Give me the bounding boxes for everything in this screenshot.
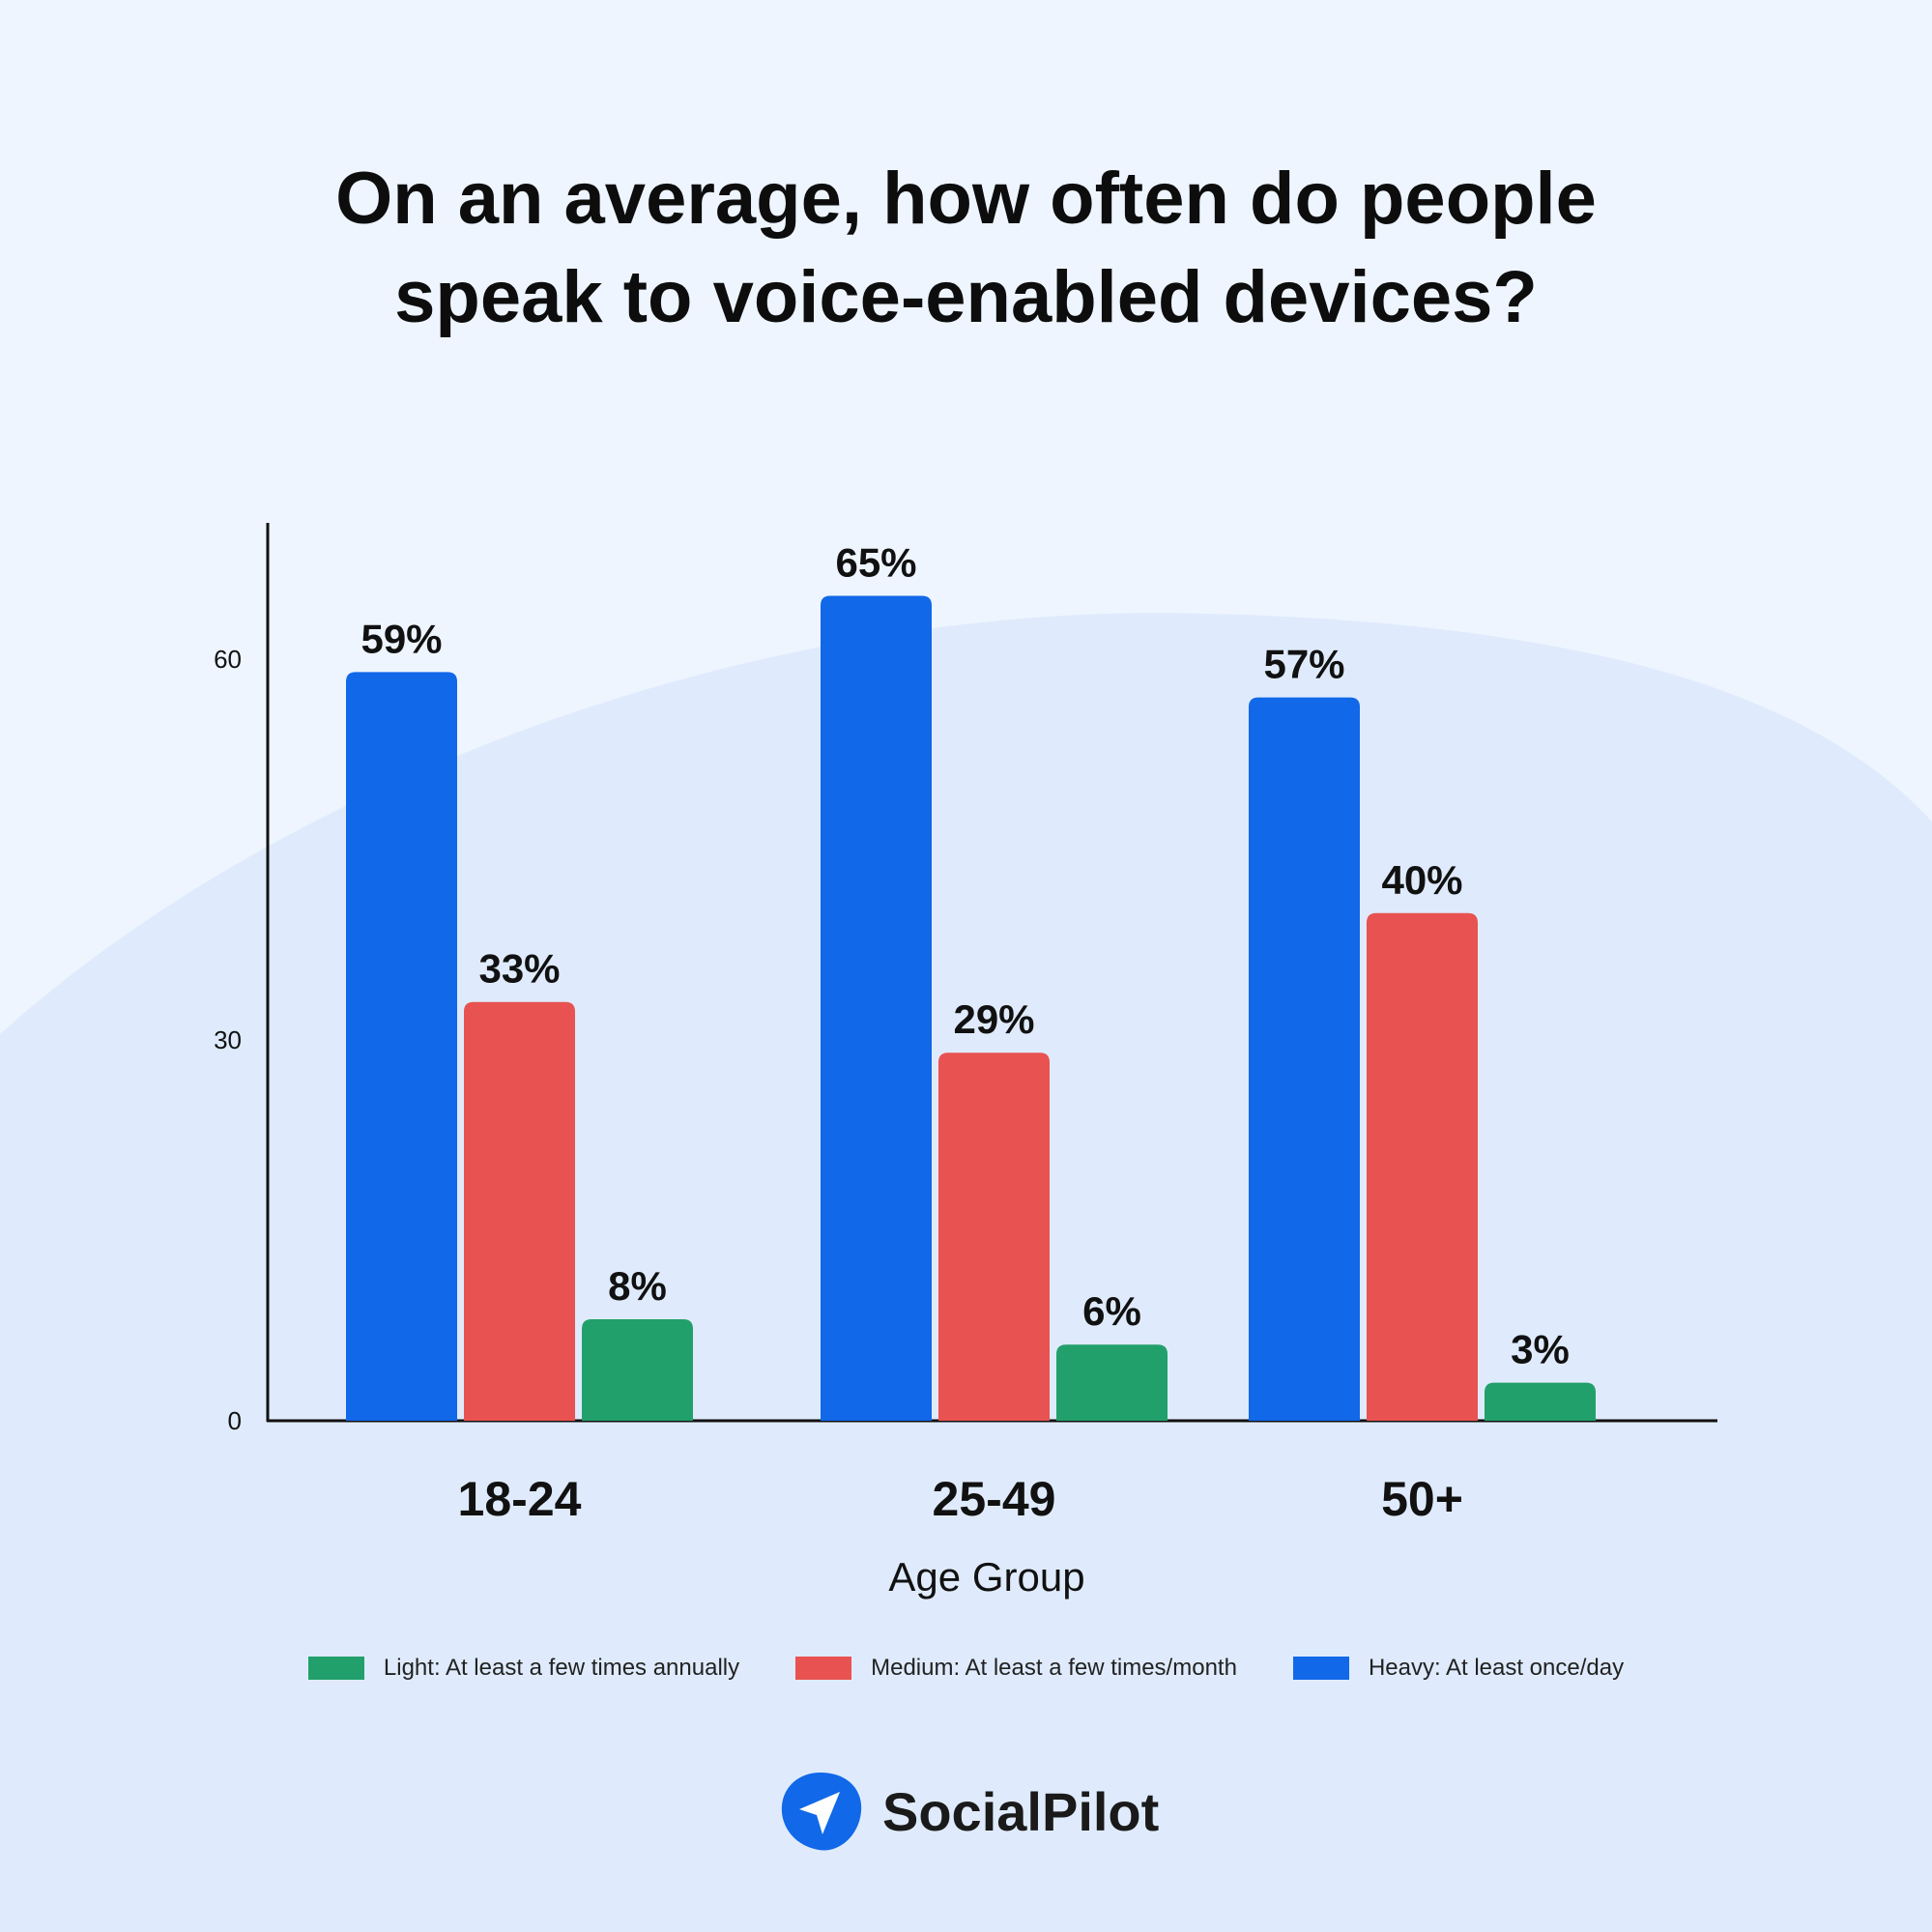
x-tick-label: 18-24: [458, 1472, 582, 1526]
data-label: 29%: [953, 996, 1034, 1042]
data-label: 6%: [1082, 1288, 1141, 1334]
y-tick-label: 30: [214, 1025, 242, 1054]
legend: Light: At least a few times annually Medi…: [0, 1655, 1932, 1682]
data-label: 57%: [1263, 642, 1344, 687]
bar: [1056, 1344, 1168, 1421]
legend-item: Medium: At least a few times/month: [795, 1655, 1237, 1682]
x-tick-label: 25-49: [933, 1472, 1056, 1526]
bar: [1249, 697, 1360, 1421]
legend-swatch: [307, 1657, 364, 1680]
data-label: 8%: [608, 1263, 667, 1309]
paper-plane-logo-icon: [781, 1773, 862, 1851]
legend-swatch: [1292, 1657, 1349, 1680]
bar: [346, 672, 457, 1421]
brand-name: SocialPilot: [882, 1780, 1160, 1842]
legend-item: Light: At least a few times annually: [307, 1655, 740, 1682]
legend-swatch: [795, 1657, 852, 1680]
data-label: 3%: [1511, 1327, 1570, 1372]
legend-label: Heavy: At least once/day: [1368, 1655, 1625, 1681]
data-label: 40%: [1381, 857, 1462, 903]
data-label: 59%: [360, 616, 442, 661]
legend-label: Medium: At least a few times/month: [871, 1655, 1237, 1681]
x-tick-label: 50+: [1381, 1472, 1463, 1526]
data-label: 33%: [478, 946, 560, 992]
bar: [821, 595, 932, 1421]
y-tick-label: 60: [214, 645, 242, 674]
x-axis-label: Age Group: [888, 1554, 1084, 1600]
y-tick-label: 0: [228, 1406, 242, 1435]
bar: [1367, 912, 1478, 1421]
legend-item: Heavy: At least once/day: [1292, 1655, 1625, 1682]
chart-title: On an average, how often do people speak …: [335, 158, 1597, 338]
bar: [1485, 1382, 1596, 1421]
bar: [938, 1053, 1050, 1421]
data-label: 65%: [835, 540, 916, 586]
legend-label: Light: At least a few times annually: [383, 1655, 740, 1681]
bar: [464, 1001, 575, 1421]
bar: [582, 1318, 693, 1421]
brand-logo: SocialPilot: [778, 1769, 1159, 1854]
